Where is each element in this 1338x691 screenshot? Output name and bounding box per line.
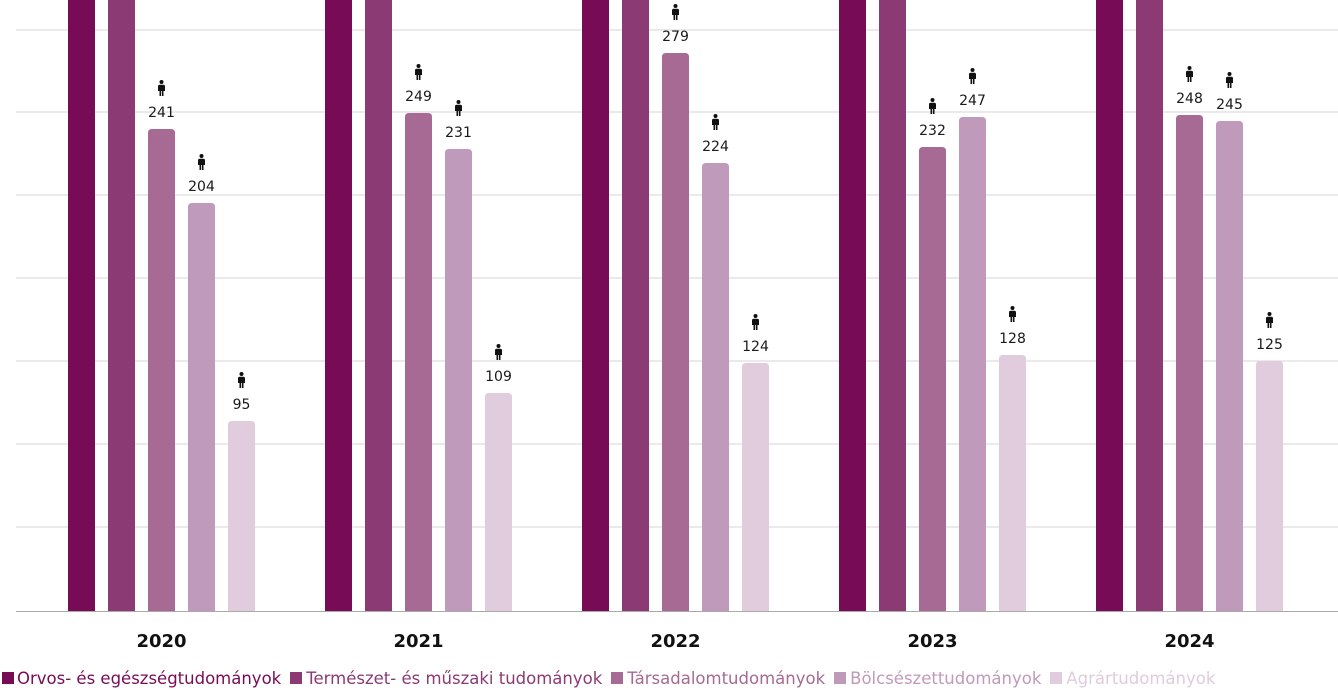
- bar: [485, 393, 512, 611]
- data-label: 124: [742, 339, 769, 355]
- legend-item: Természet- és műszaki tudományok: [290, 669, 602, 688]
- data-label: 231: [445, 125, 472, 141]
- data-label: 125: [1256, 337, 1283, 353]
- person-icon: [712, 114, 719, 130]
- legend-label: Agrártudományok: [1066, 668, 1216, 688]
- data-label: 248: [1176, 91, 1203, 107]
- bar: [839, 0, 866, 611]
- bar: [662, 53, 689, 611]
- bar: [959, 117, 986, 611]
- bar: [365, 0, 392, 611]
- bars: [68, 0, 1283, 611]
- bar: [108, 0, 135, 611]
- data-label: 245: [1216, 97, 1243, 113]
- person-icon: [198, 154, 205, 170]
- bar: [148, 129, 175, 611]
- bar: [1256, 361, 1283, 611]
- bar: [1216, 121, 1243, 611]
- x-axis: 2020 2021 2022 2023 2024: [16, 611, 1338, 652]
- person-icon: [455, 100, 462, 116]
- bar: [228, 421, 255, 611]
- person-icon: [415, 64, 422, 80]
- legend-item: Agrártudományok: [1050, 669, 1215, 688]
- legend-swatch: [290, 672, 303, 684]
- person-icon: [1226, 72, 1233, 88]
- legend-label: Bölcsészettudományok: [850, 668, 1042, 688]
- x-tick-label: 2024: [1164, 631, 1214, 652]
- bar: [325, 0, 352, 611]
- bar: [68, 0, 95, 611]
- data-label: 95: [233, 397, 251, 413]
- person-icon: [158, 80, 165, 96]
- legend-item: Társadalomtudományok: [611, 669, 825, 688]
- x-tick-label: 2023: [907, 631, 957, 652]
- legend-label: Társadalomtudományok: [627, 668, 826, 688]
- person-icon: [495, 344, 502, 360]
- bar: [702, 163, 729, 611]
- bar: [582, 0, 609, 611]
- bar: [188, 203, 215, 611]
- x-tick-label: 2022: [650, 631, 700, 652]
- data-label: 249: [405, 89, 432, 105]
- data-label: 232: [919, 123, 946, 139]
- bar: [742, 363, 769, 611]
- legend-swatch: [834, 672, 847, 684]
- legend-swatch: [2, 672, 14, 684]
- person-icon: [238, 372, 245, 388]
- data-labels: 3563202412049536132124923110934832927922…: [148, 4, 1283, 413]
- bar: [919, 147, 946, 611]
- bar: [1136, 0, 1163, 611]
- person-icon: [752, 314, 759, 330]
- legend-label: Orvos- és egészségtudományok: [17, 668, 282, 688]
- bar: [999, 355, 1026, 611]
- person-icon: [672, 4, 679, 20]
- legend-item: Orvos- és egészségtudományok: [0, 669, 281, 688]
- bar: [879, 0, 906, 611]
- bar: [622, 0, 649, 611]
- legend-swatch: [1050, 672, 1063, 684]
- bar: [405, 113, 432, 611]
- data-label: 241: [148, 105, 175, 121]
- data-label: 247: [959, 93, 986, 109]
- data-label: 109: [485, 369, 512, 385]
- bar: [445, 149, 472, 611]
- data-label: 224: [702, 139, 729, 155]
- person-icon: [1009, 306, 1016, 322]
- bar: [1096, 0, 1123, 611]
- data-label: 204: [188, 179, 215, 195]
- x-tick-label: 2021: [393, 631, 443, 652]
- legend-item: Bölcsészettudományok: [834, 669, 1041, 688]
- legend-swatch: [611, 672, 624, 684]
- x-tick-label: 2020: [136, 631, 186, 652]
- person-icon: [969, 68, 976, 84]
- person-icon: [929, 98, 936, 114]
- person-icon: [1186, 66, 1193, 82]
- legend-label: Természet- és műszaki tudományok: [306, 668, 603, 688]
- data-label: 128: [999, 331, 1026, 347]
- legend: Orvos- és egészségtudományok Természet- é…: [0, 666, 1338, 690]
- person-icon: [1266, 312, 1273, 328]
- data-label: 279: [662, 29, 689, 45]
- bar: [1176, 115, 1203, 611]
